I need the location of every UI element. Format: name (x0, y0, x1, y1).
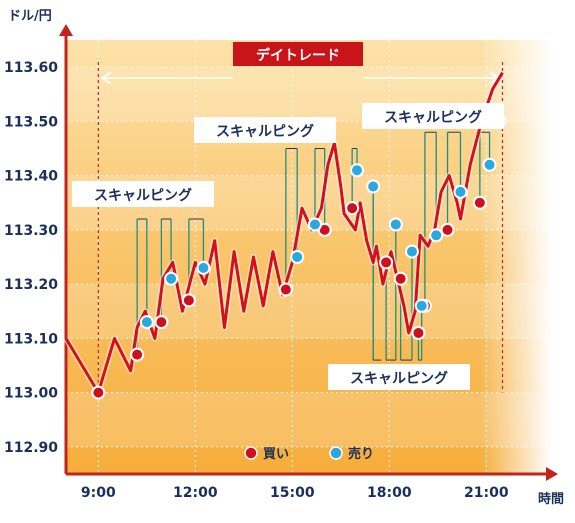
sell-point (453, 184, 468, 199)
sell-point (164, 271, 179, 286)
buy-point (379, 255, 394, 270)
plot-band (66, 392, 551, 447)
buy-point (130, 347, 145, 362)
sell-point (404, 244, 419, 259)
sell-point (196, 260, 211, 275)
x-tick-label: 9:00 (81, 485, 116, 501)
sell-point (414, 298, 429, 313)
buy-point (181, 293, 196, 308)
sell-point (139, 315, 154, 330)
scalping-label-3: スキャルピング (384, 109, 482, 126)
scalping-callout-1: スキャルピング (72, 181, 214, 207)
y-tick-label: 113.30 (4, 223, 58, 239)
sell-point (350, 163, 364, 178)
x-axis-label: 時間 (538, 491, 564, 507)
y-axis-arrow (59, 24, 73, 36)
scalping-callout-4: スキャルピング (328, 364, 470, 390)
y-tick-label: 112.90 (4, 440, 58, 456)
x-tick-label: 18:00 (367, 485, 412, 501)
daytrade-label-bg (233, 42, 363, 66)
scalping-callout-3: スキャルピング (362, 103, 504, 129)
buy-point (440, 222, 455, 237)
x-axis-arrow (546, 467, 558, 481)
y-tick-label: 113.20 (4, 277, 58, 293)
daytrade-label: デイトレード (256, 47, 340, 64)
buy-point (411, 325, 426, 340)
scalping-label-4: スキャルピング (350, 370, 448, 387)
buy-point (345, 201, 360, 216)
legend-buy-marker (244, 446, 258, 460)
legend-sell-marker (329, 446, 343, 460)
buy-point (154, 315, 169, 330)
y-tick-label: 113.00 (4, 386, 58, 402)
x-tick-label: 12:00 (173, 485, 218, 501)
legend-buy-label: 買い (263, 447, 289, 462)
x-tick-label: 21:00 (464, 485, 509, 501)
legend-sell-label: 売り (348, 446, 374, 462)
scalping-callout-2: スキャルピング (194, 117, 336, 143)
scalping-bracket (372, 186, 382, 361)
x-tick-label: 15:00 (270, 485, 315, 501)
scalping-label-2: スキャルピング (216, 123, 314, 140)
y-tick-label: 113.60 (4, 60, 58, 76)
sell-point (388, 217, 403, 232)
y-tick-label: 113.40 (4, 169, 58, 185)
scalping-label-1: スキャルピング (94, 187, 192, 204)
y-tick-label: 113.50 (4, 114, 58, 130)
buy-point (278, 282, 293, 297)
sell-point (429, 228, 444, 243)
buy-point (472, 195, 487, 210)
sell-point (482, 157, 497, 172)
y-axis-label: ドル/円 (8, 9, 52, 24)
sell-point (307, 217, 322, 232)
sell-point (290, 250, 305, 264)
y-tick-label: 113.10 (4, 331, 58, 347)
legend: 買い 売り (244, 446, 374, 462)
buy-point (393, 271, 408, 286)
buy-point (91, 385, 106, 400)
sell-point (366, 179, 381, 194)
